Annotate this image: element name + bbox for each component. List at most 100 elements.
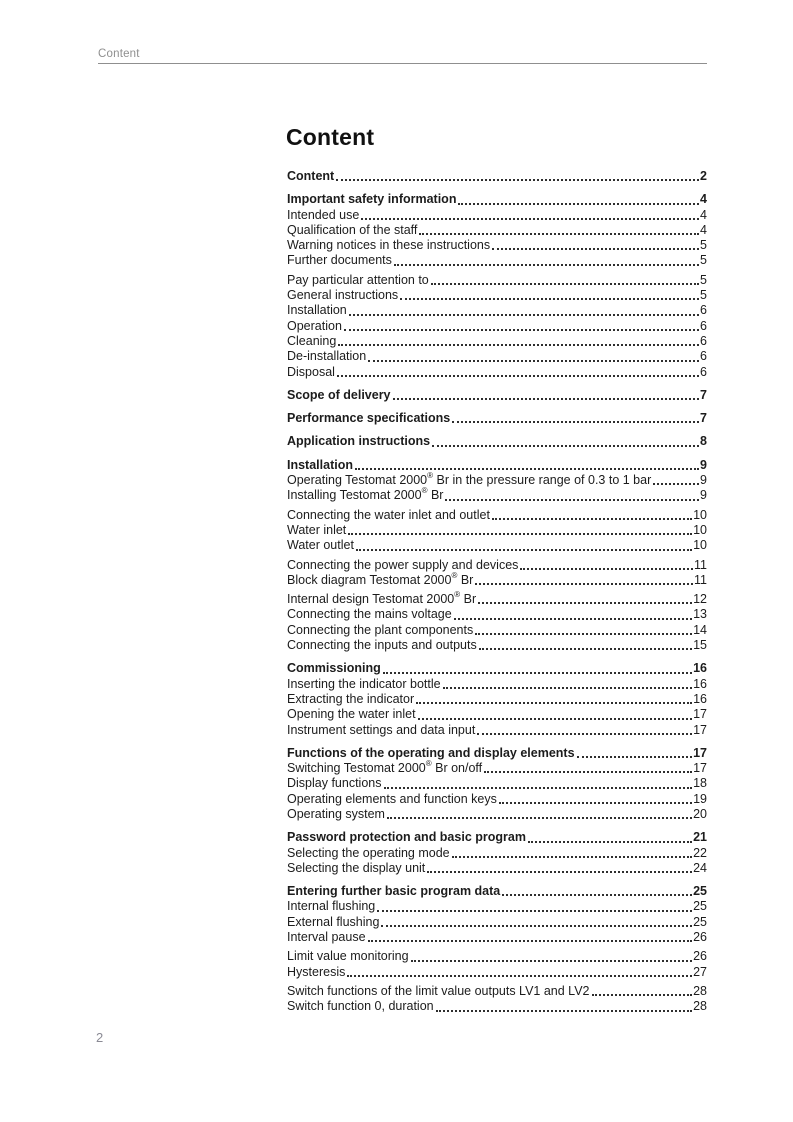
toc-entry-page: 20 <box>693 806 707 821</box>
toc-entry-page: 16 <box>693 691 707 706</box>
toc-section-entry[interactable]: Scope of delivery 7 <box>287 388 707 403</box>
toc-entry[interactable]: Cleaning 6 <box>287 334 707 349</box>
leader-dots <box>386 807 693 820</box>
toc-entry-label: Internal flushing <box>287 899 376 914</box>
toc-entry[interactable]: General instructions 5 <box>287 288 707 303</box>
toc-entry[interactable]: Block diagram Testomat 2000® Br 11 <box>287 570 707 588</box>
toc-entry-label: Interval pause <box>287 930 366 945</box>
toc-section-entry[interactable]: Application instructions 8 <box>287 434 707 449</box>
toc-entry-label: Installing Testomat 2000® Br <box>287 486 444 503</box>
toc-entry-page: 10 <box>693 522 707 537</box>
toc-entry-page: 5 <box>700 288 707 303</box>
toc-entry[interactable]: Switch functions of the limit value outp… <box>287 984 707 999</box>
toc-entry[interactable]: Water inlet 10 <box>287 523 707 538</box>
toc-entry-label: Application instructions <box>287 434 431 449</box>
toc-entry[interactable]: Operating Testomat 2000® Br in the press… <box>287 471 707 488</box>
toc-entry-page: 12 <box>693 592 707 607</box>
toc-entry[interactable]: Installation 6 <box>287 303 707 318</box>
toc-entry-label: Extracting the indicator <box>287 691 415 706</box>
toc-entry[interactable]: Intended use 4 <box>287 208 707 223</box>
leader-dots <box>491 508 693 520</box>
toc-entry[interactable]: Warning notices in these instructions 5 <box>287 238 707 253</box>
toc-entry[interactable]: Internal flushing 25 <box>287 899 707 914</box>
toc-entry[interactable]: Instrument settings and data input 17 <box>287 723 707 738</box>
leader-dots <box>336 169 700 182</box>
toc-entry[interactable]: Qualification of the staff 4 <box>287 223 707 238</box>
leader-dots <box>382 661 693 674</box>
toc-section-entry[interactable]: Entering further basic program data 25 <box>287 884 707 899</box>
toc-entry-label: Cleaning <box>287 333 337 348</box>
toc-entry-label: Disposal <box>287 364 335 379</box>
leader-dots <box>343 319 700 331</box>
toc-entry-label: Important safety information <box>287 192 457 207</box>
toc-entry[interactable]: Opening the water inlet 17 <box>287 707 707 722</box>
leader-dots <box>338 334 700 347</box>
toc-entry-page: 13 <box>693 607 707 622</box>
toc-entry-page: 7 <box>700 411 707 426</box>
toc-section-entry[interactable]: Performance specifications 7 <box>287 411 707 426</box>
toc-entry-label: Hysteresis <box>287 964 346 979</box>
toc-entry[interactable]: Internal design Testomat 2000® Br 12 <box>287 590 707 607</box>
toc-section-entry[interactable]: Important safety information 4 <box>287 192 707 207</box>
leader-dots <box>478 592 693 605</box>
toc-section-entry[interactable]: Installation 9 <box>287 458 707 473</box>
toc-entry-page: 8 <box>700 434 707 449</box>
toc-entry-label: Water outlet <box>287 538 354 553</box>
toc-entry[interactable]: Installing Testomat 2000® Br 9 <box>287 486 707 503</box>
toc-entry[interactable]: Operating elements and function keys 19 <box>287 792 707 807</box>
toc-entry[interactable]: Switch function 0, duration 28 <box>287 999 707 1014</box>
toc-entry[interactable]: Connecting the inputs and outputs 15 <box>287 638 707 653</box>
toc-entry[interactable]: Disposal 6 <box>287 365 707 380</box>
toc-entry-page: 15 <box>693 638 707 653</box>
toc-section-entry[interactable]: Content 2 <box>287 169 707 184</box>
toc-entry[interactable]: Connecting the mains voltage 13 <box>287 607 707 622</box>
toc-entry[interactable]: External flushing 25 <box>287 915 707 930</box>
toc-entry-label: Switch function 0, duration <box>287 999 434 1014</box>
toc-entry[interactable]: Selecting the operating mode 22 <box>287 846 707 861</box>
toc-entry-page: 17 <box>693 745 707 760</box>
toc-entry-label: Connecting the plant components <box>287 622 474 637</box>
toc-entry[interactable]: Connecting the water inlet and outlet 10 <box>287 508 707 523</box>
toc-entry[interactable]: Extracting the indicator 16 <box>287 692 707 707</box>
toc-entry[interactable]: Connecting the power supply and devices 1… <box>287 558 707 573</box>
toc-entry-label: Instrument settings and data input <box>287 722 476 737</box>
toc-entry-label: Connecting the water inlet and outlet <box>287 507 490 522</box>
toc-section-entry[interactable]: Commissioning 16 <box>287 661 707 676</box>
toc-entry[interactable]: Switching Testomat 2000® Br on/off 17 <box>287 758 707 776</box>
toc-entry[interactable]: Operation 6 <box>287 319 707 334</box>
toc-entry[interactable]: Interval pause 26 <box>287 930 707 945</box>
toc-entry-label: Water inlet <box>287 522 347 537</box>
leader-dots <box>502 884 693 897</box>
toc-entry[interactable]: Pay particular attention to 5 <box>287 273 707 288</box>
leader-dots <box>419 223 700 236</box>
leader-dots <box>410 949 693 962</box>
toc-entry-page: 25 <box>693 884 707 899</box>
toc-entry[interactable]: Operating system 20 <box>287 807 707 822</box>
toc-entry-page: 11 <box>694 572 707 587</box>
toc-entry-label: Switching Testomat 2000® Br on/off <box>287 758 483 776</box>
toc-section-entry[interactable]: Functions of the operating and display e… <box>287 746 707 761</box>
toc-entry[interactable]: Selecting the display unit 24 <box>287 861 707 876</box>
toc-entry[interactable]: Connecting the plant components 14 <box>287 623 707 638</box>
leader-dots <box>477 723 693 735</box>
toc-entry-label: Functions of the operating and display e… <box>287 745 575 760</box>
page-number: 2 <box>96 1030 104 1045</box>
toc-section-entry[interactable]: Password protection and basic program 21 <box>287 830 707 845</box>
toc-entry-page: 17 <box>693 707 707 722</box>
toc-entry[interactable]: Display functions 18 <box>287 776 707 791</box>
toc-entry-label: Connecting the inputs and outputs <box>287 638 477 653</box>
toc-entry-label: Operating elements and function keys <box>287 791 497 806</box>
toc-entry[interactable]: Limit value monitoring 26 <box>287 949 707 964</box>
registered-trademark-symbol: ® <box>451 570 458 580</box>
toc-entry[interactable]: Hysteresis 27 <box>287 965 707 980</box>
toc-entry[interactable]: Water outlet 10 <box>287 538 707 553</box>
toc-entry-label: Pay particular attention to <box>287 272 429 287</box>
toc-entry-label: Warning notices in these instructions <box>287 238 491 253</box>
toc-entry[interactable]: De-installation 6 <box>287 349 707 364</box>
toc-entry[interactable]: Inserting the indicator bottle 16 <box>287 677 707 692</box>
leader-dots <box>348 523 693 536</box>
toc-entry[interactable]: Further documents 5 <box>287 253 707 268</box>
toc-group: Password protection and basic program 21 S… <box>287 830 707 876</box>
toc-entry-page: 6 <box>700 349 707 364</box>
toc-entry-label: External flushing <box>287 914 380 929</box>
